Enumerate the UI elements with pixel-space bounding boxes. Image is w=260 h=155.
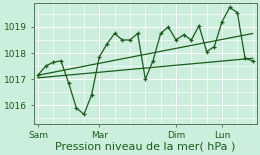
X-axis label: Pression niveau de la mer( hPa ): Pression niveau de la mer( hPa ) [55, 142, 236, 152]
